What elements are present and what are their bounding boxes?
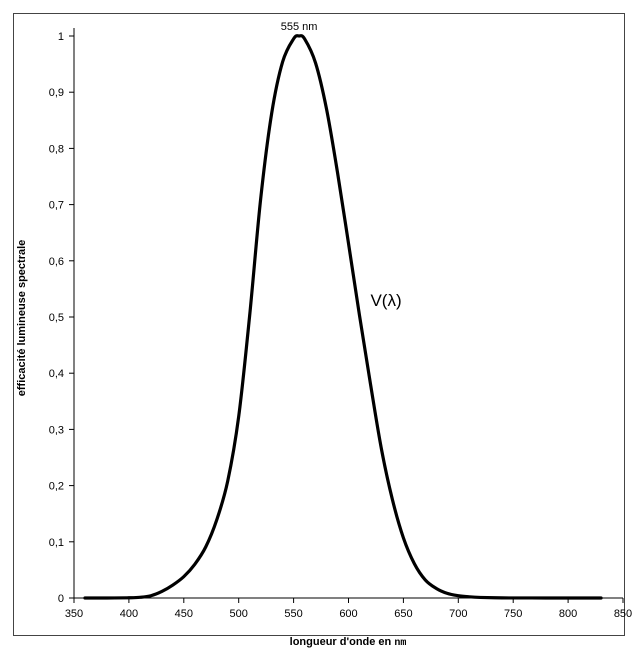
x-tick-label: 550 [284, 608, 302, 620]
x-tick-label: 350 [65, 608, 83, 620]
y-tick-label: 0,5 [49, 312, 64, 324]
x-tick-label: 450 [175, 608, 193, 620]
y-tick-label: 1 [58, 31, 64, 43]
x-axis-title-text: longueur d'onde en [290, 636, 395, 648]
x-tick-label: 850 [614, 608, 632, 620]
x-axis-title-unit: nm [394, 638, 406, 649]
y-tick-label: 0,9 [49, 87, 64, 99]
y-tick-label: 0,4 [49, 368, 64, 380]
x-tick-label: 650 [394, 608, 412, 620]
y-tick-label: 0 [58, 593, 64, 605]
plot-frame [13, 13, 625, 636]
x-tick-label: 500 [230, 608, 248, 620]
y-tick-label: 0,3 [49, 424, 64, 436]
peak-annotation: 555 nm [281, 21, 318, 33]
y-tick-label: 0,6 [49, 256, 64, 268]
y-tick-label: 0,7 [49, 200, 64, 212]
series-line-v-lambda [83, 34, 603, 600]
series-label-v-lambda: V(λ) [370, 291, 401, 310]
curve-layer [83, 34, 603, 600]
y-axis-title: efficacité lumineuse spectrale [16, 240, 28, 397]
axes [73, 28, 623, 599]
x-tick-label: 600 [339, 608, 357, 620]
x-tick-label: 700 [449, 608, 467, 620]
x-tick-label: 400 [120, 608, 138, 620]
y-tick-label: 0,8 [49, 143, 64, 155]
x-tick-label: 800 [559, 608, 577, 620]
x-tick-label: 750 [504, 608, 522, 620]
ticks: 350 400 450 500 550 600 650 700 750 800 850 0 0,1 0,2… [49, 31, 632, 620]
y-tick-label: 0,2 [49, 481, 64, 493]
x-axis-title: longueur d'onde en nm [290, 636, 407, 649]
annotations: 555 nm V(λ) [281, 21, 402, 310]
y-tick-label: 0,1 [49, 537, 64, 549]
